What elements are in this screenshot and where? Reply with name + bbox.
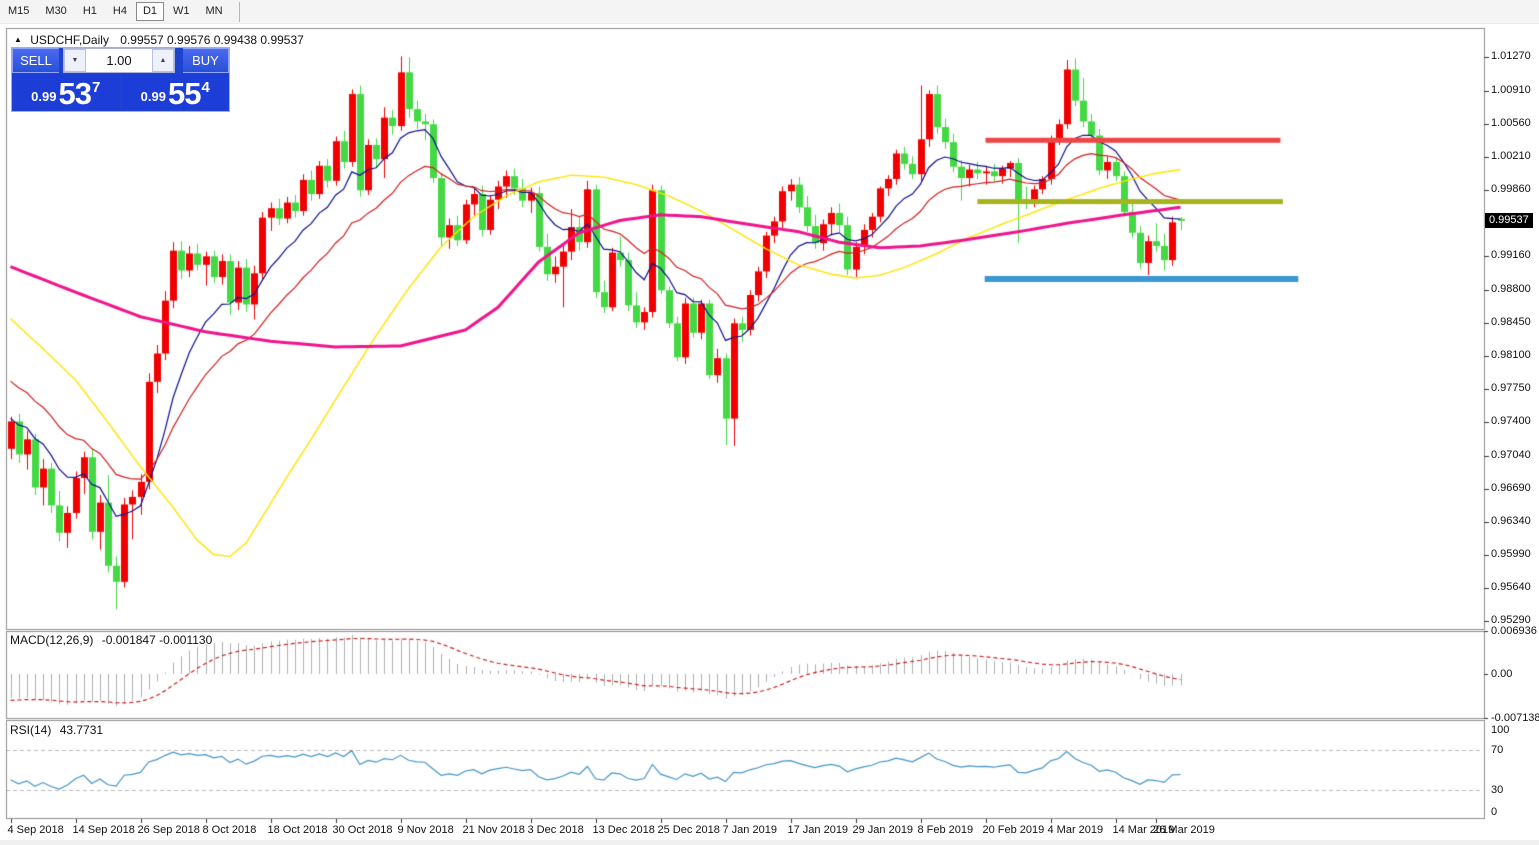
- macd-indicator-label: MACD(12,26,9) -0.001847 -0.001130: [10, 633, 213, 647]
- rsi-axis-label: 70: [1491, 744, 1504, 757]
- ohlc-values: 0.99557 0.99576 0.99438 0.99537: [120, 33, 304, 47]
- date-axis-label: 18 Oct 2018: [267, 824, 328, 836]
- chart-title: ▲ USDCHF,Daily 0.99557 0.99576 0.99438 0…: [14, 33, 304, 47]
- date-axis-label: 21 Nov 2018: [462, 824, 525, 836]
- price-axis-label: 1.00910: [1491, 84, 1531, 97]
- macd-axis-label: 0.006936: [1491, 625, 1537, 637]
- sell-button[interactable]: SELL: [12, 48, 59, 73]
- date-axis-label: 20 Feb 2019: [982, 824, 1045, 836]
- sell-price-display[interactable]: 0.99 53 7: [12, 74, 120, 110]
- price-axis-label: 0.97040: [1491, 449, 1531, 462]
- sell-price-prefix: 0.99: [31, 89, 57, 104]
- date-axis-label: 8 Feb 2019: [917, 824, 974, 836]
- price-axis-label: 0.98450: [1491, 316, 1531, 329]
- macd-axis-label: 0.00: [1491, 667, 1513, 680]
- date-axis-label: 8 Oct 2018: [202, 824, 257, 836]
- price-axis-label: 0.98100: [1491, 349, 1531, 362]
- buy-price-big: 55: [167, 76, 201, 111]
- date-axis-label: 14 Mar 2019: [1112, 824, 1175, 836]
- buy-price-display[interactable]: 0.99 55 4: [121, 74, 229, 111]
- volume-input[interactable]: [86, 49, 152, 72]
- symbol-timeframe-label: USDCHF,Daily: [30, 33, 109, 47]
- volume-decrease-button[interactable]: ▼: [64, 49, 86, 72]
- date-axis-label: 17 Jan 2019: [787, 824, 849, 836]
- date-axis-label: 29 Jan 2019: [852, 824, 914, 836]
- price-axis-label: 0.96340: [1491, 515, 1531, 528]
- price-axis-label: 0.97750: [1491, 382, 1531, 395]
- symbol-arrow-icon: ▲: [14, 35, 22, 44]
- macd-axis-label: -0.007138: [1491, 712, 1539, 724]
- rsi-value: 43.7731: [59, 723, 104, 737]
- date-axis-label: 25 Dec 2018: [657, 824, 720, 836]
- price-axis-label: 0.95290: [1491, 614, 1531, 627]
- price-axis-label: 1.01270: [1491, 50, 1531, 63]
- rsi-indicator-label: RSI(14) 43.7731: [10, 723, 104, 737]
- date-axis-label: 14 Sep 2018: [72, 824, 135, 836]
- rsi-axis-label: 30: [1491, 783, 1504, 796]
- price-axis-label: 0.97400: [1491, 415, 1531, 428]
- date-axis-label: 26 Sep 2018: [137, 824, 200, 836]
- sell-price-big: 53: [58, 76, 91, 111]
- price-axis-label: 0.96690: [1491, 482, 1531, 495]
- one-click-trading-panel: SELL ▼ ▲ BUY 0.99 53 7 0.99 55 4: [11, 47, 230, 112]
- macd-values: -0.001847 -0.001130: [101, 633, 213, 647]
- buy-price-prefix: 0.99: [140, 89, 166, 104]
- price-axis-label: 0.95640: [1491, 581, 1531, 594]
- price-axis-label: 1.00210: [1491, 150, 1531, 163]
- current-price-tag: 0.99537: [1485, 212, 1533, 228]
- date-axis-label: 4 Sep 2018: [7, 824, 64, 836]
- price-axis-label: 0.99860: [1491, 183, 1531, 196]
- rsi-axis-label: 0: [1491, 806, 1498, 818]
- date-axis-label: 3 Dec 2018: [527, 824, 584, 836]
- date-axis-label: 4 Mar 2019: [1047, 824, 1104, 836]
- price-axis-label: 0.99160: [1491, 249, 1531, 262]
- date-axis-label: 26 Mar 2019: [1153, 824, 1215, 836]
- date-axis-label: 13 Dec 2018: [592, 824, 655, 836]
- rsi-axis-label: 100: [1491, 724, 1510, 736]
- volume-increase-button[interactable]: ▲: [152, 49, 174, 72]
- date-axis-label: 9 Nov 2018: [397, 824, 454, 836]
- price-axis-label: 0.98800: [1491, 283, 1531, 296]
- buy-button[interactable]: BUY: [183, 48, 229, 73]
- buy-price-pip: 4: [201, 79, 210, 96]
- price-axis-label: 1.00560: [1491, 117, 1531, 130]
- date-axis-label: 30 Oct 2018: [332, 824, 393, 836]
- window-bottom-strip: [0, 840, 1539, 845]
- sell-price-pip: 7: [91, 79, 101, 96]
- price-axis-label: 0.95990: [1491, 548, 1531, 561]
- date-axis-label: 7 Jan 2019: [722, 824, 777, 836]
